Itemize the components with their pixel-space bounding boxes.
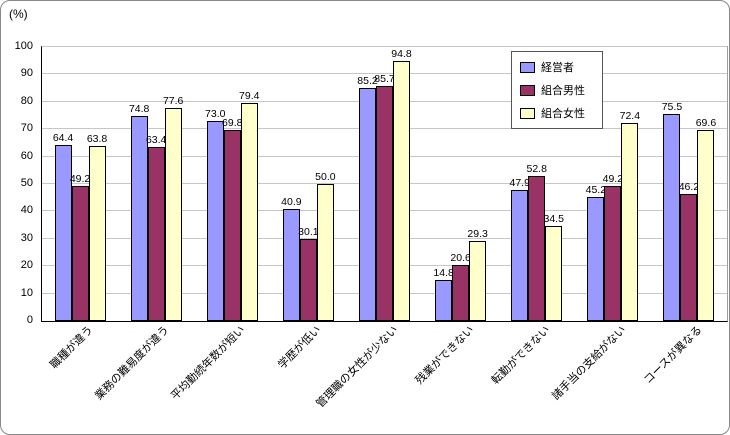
legend-label: 経営者 <box>541 62 574 74</box>
bar <box>147 147 165 321</box>
y-tick-label: 30 <box>20 231 33 244</box>
bar <box>528 176 546 321</box>
bar <box>164 108 182 321</box>
bar-value-label: 69.6 <box>695 117 717 130</box>
bar-value-label: 45.2 <box>585 184 607 197</box>
bar-value-label: 47.9 <box>509 176 530 189</box>
y-tick-label: 40 <box>20 204 33 217</box>
bar-value-label: 14.8 <box>433 267 454 280</box>
bar <box>469 240 487 321</box>
bar <box>206 120 224 321</box>
y-tick-label: 100 <box>14 40 33 52</box>
bar <box>54 144 72 321</box>
bar-value-label: 85.7 <box>374 73 395 86</box>
bar <box>316 184 334 321</box>
legend-swatch <box>520 84 535 96</box>
y-tick-label: 90 <box>20 67 33 80</box>
bar-value-label: 64.4 <box>52 131 74 144</box>
bar-value-label: 85.2 <box>357 74 378 87</box>
bar-value-label: 74.8 <box>128 103 150 116</box>
y-tick-label: 80 <box>20 94 33 107</box>
bar <box>452 264 470 321</box>
bar-value-label: 49.2 <box>602 173 624 186</box>
bar <box>299 238 317 321</box>
bar-value-label: 50.0 <box>315 171 336 183</box>
bar-value-label: 46.2 <box>678 181 700 194</box>
y-tick-label: 50 <box>20 177 33 189</box>
bar-value-label: 72.4 <box>619 109 641 122</box>
bar-value-label: 20.6 <box>450 251 471 264</box>
bar-value-label: 63.8 <box>86 133 108 146</box>
bar <box>621 122 639 321</box>
bar-value-label: 63.4 <box>145 134 167 147</box>
bar <box>663 114 681 321</box>
bar <box>359 87 376 321</box>
bar <box>71 186 89 321</box>
y-axis: 0 10 20 30 40 50 60 70 80 90 100 <box>1 40 37 326</box>
bar <box>223 129 241 321</box>
legend-swatch <box>520 107 535 119</box>
bar <box>604 186 622 321</box>
legend-item: 組合男性 <box>520 82 594 98</box>
bar <box>130 116 148 321</box>
bar <box>376 86 393 321</box>
y-tick-label: 20 <box>20 259 33 272</box>
bar-value-label: 94.8 <box>391 48 412 61</box>
legend-item: 組合女性 <box>520 105 594 121</box>
gridline <box>42 46 727 47</box>
legend-label: 組合男性 <box>541 85 585 97</box>
y-tick-label: 0 <box>26 314 33 326</box>
y-tick-label: 10 <box>20 286 33 299</box>
bar-value-label: 30.1 <box>298 225 319 238</box>
bar-value-label: 40.9 <box>281 195 302 208</box>
bar <box>680 194 698 321</box>
y-tick-label: 70 <box>20 122 33 135</box>
gridline <box>42 73 727 75</box>
bar <box>511 189 529 321</box>
bar-value-label: 34.5 <box>543 213 564 226</box>
bar-value-label: 52.8 <box>526 163 547 176</box>
bar-value-label: 79.4 <box>239 90 260 103</box>
y-tick-label: 60 <box>20 149 33 162</box>
legend: 経営者組合男性組合女性 <box>511 51 603 129</box>
bar <box>240 103 258 321</box>
x-axis-labels: 職種が違う 業務の難易度が違う 平均勤続年数が短い 学歴が低い 管理職の女性が少ない 残業… <box>1 322 729 434</box>
bar-value-label: 77.6 <box>162 95 184 108</box>
legend-label: 組合女性 <box>541 108 585 120</box>
bar <box>697 130 715 321</box>
bar-value-label: 73.0 <box>205 107 226 120</box>
bar-value-label: 75.5 <box>661 101 683 114</box>
legend-item: 経営者 <box>520 59 594 75</box>
bar-value-label: 49.2 <box>69 173 91 186</box>
bar <box>282 208 300 321</box>
bar-value-label: 69.8 <box>222 116 243 129</box>
y-axis-unit-label: (%) <box>9 7 28 21</box>
plot-area: 64.4 49.2 63.8 74.8 63.4 77.6 73.0 69.8 79.4 40.9… <box>41 46 728 322</box>
bar <box>545 226 563 321</box>
legend-swatch <box>520 61 535 73</box>
bar <box>393 61 410 321</box>
bar <box>88 146 106 321</box>
bar <box>587 197 605 321</box>
bar-value-label: 29.3 <box>467 227 488 240</box>
bar <box>435 280 453 321</box>
